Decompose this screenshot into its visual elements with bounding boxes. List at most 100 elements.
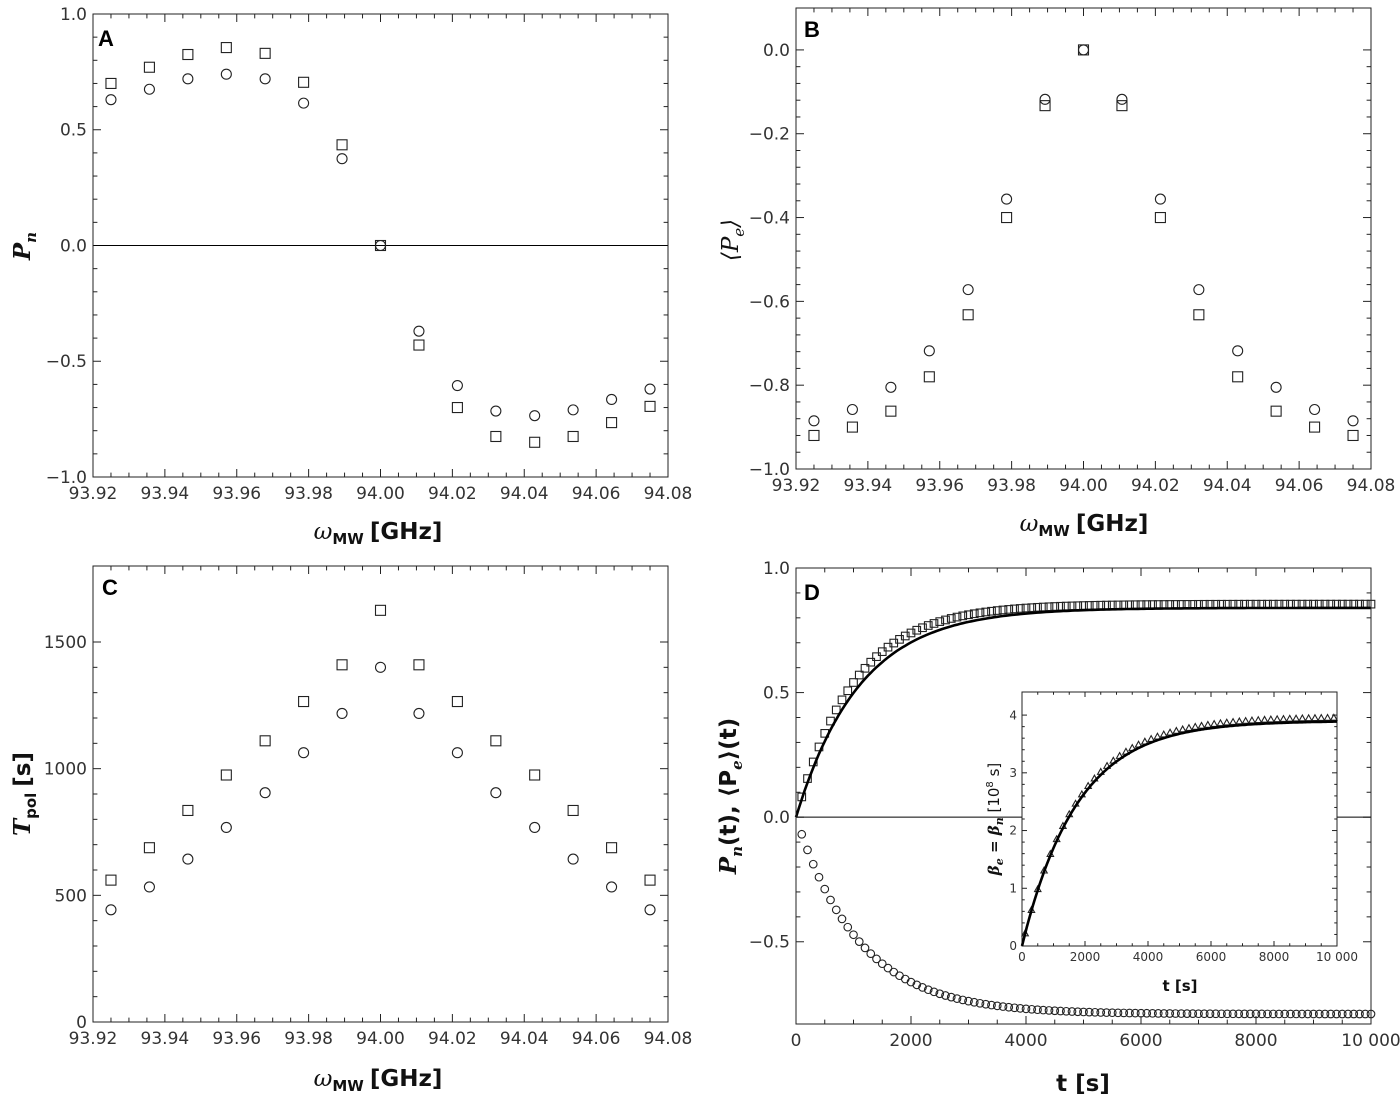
square-point xyxy=(1061,601,1071,611)
square-point xyxy=(451,695,463,708)
circle-point xyxy=(1211,1009,1221,1019)
square-point xyxy=(860,663,870,673)
square-point xyxy=(854,670,864,680)
x-tick-label: 94.02 xyxy=(1131,476,1180,496)
y-tick-label: −1.0 xyxy=(749,460,790,480)
square-point xyxy=(1154,211,1166,224)
panel-b-ylabel: ⟨Pe⟩ xyxy=(718,219,748,261)
circle-point xyxy=(1182,1009,1192,1018)
circle-point xyxy=(490,405,502,417)
square-point xyxy=(143,842,155,854)
square-point xyxy=(374,604,387,616)
circle-point xyxy=(987,1000,996,1010)
square-point xyxy=(1079,601,1088,610)
x-tick-label: 94.00 xyxy=(356,484,405,504)
y-tick-label: 3 xyxy=(1009,766,1017,780)
circle-point xyxy=(374,239,387,252)
x-tick-label: 93.94 xyxy=(844,476,893,496)
circle-point xyxy=(336,707,348,719)
circle-point xyxy=(1119,1008,1129,1018)
x-tick-label: 2000 xyxy=(1070,950,1101,964)
y-tick-label: 0 xyxy=(76,1013,87,1033)
circle-point xyxy=(826,895,835,905)
square-point xyxy=(336,139,348,151)
square-point xyxy=(1232,371,1244,383)
square-point xyxy=(1309,421,1321,433)
x-tick-label: 93.92 xyxy=(772,476,821,496)
circle-point xyxy=(1193,284,1205,296)
circle-point xyxy=(1337,1009,1347,1019)
circle-point xyxy=(1355,1009,1364,1019)
circle-point xyxy=(923,985,933,995)
square-point xyxy=(918,623,927,633)
triangle-point xyxy=(1323,713,1332,721)
circle-point xyxy=(952,994,962,1003)
circle-point xyxy=(803,845,812,855)
circle-point xyxy=(969,997,979,1007)
circle-point xyxy=(567,404,579,416)
circle-point xyxy=(529,821,541,833)
circle-point xyxy=(831,905,841,915)
square-point xyxy=(298,695,310,708)
square-point xyxy=(849,678,858,687)
y-tick-label: −1.0 xyxy=(46,468,87,488)
square-point xyxy=(529,436,541,448)
y-tick-label: −0.5 xyxy=(749,933,790,953)
circle-point xyxy=(1159,1009,1169,1018)
square-point xyxy=(900,631,910,641)
circle-point xyxy=(1303,1009,1313,1019)
circle-point xyxy=(1297,1009,1307,1019)
square-point xyxy=(1270,405,1282,417)
square-point xyxy=(1084,601,1094,610)
square-point xyxy=(336,659,348,671)
square-point xyxy=(843,686,853,696)
square-point xyxy=(644,874,656,886)
square-point xyxy=(923,371,935,383)
triangle-point xyxy=(1329,713,1338,721)
circle-point xyxy=(1228,1009,1238,1019)
square-point xyxy=(413,339,425,351)
triangle-point xyxy=(1247,716,1257,724)
triangle-point xyxy=(1273,714,1282,723)
panel-a-ylabel: Pn xyxy=(9,232,40,261)
x-tick-label: 4000 xyxy=(1133,950,1164,964)
square-point xyxy=(143,61,155,73)
circle-point xyxy=(298,747,310,759)
circle-point xyxy=(259,787,271,799)
triangle-point xyxy=(1203,720,1212,728)
circle-point xyxy=(1257,1009,1267,1019)
y-tick-label: 0.5 xyxy=(763,684,790,704)
circle-point xyxy=(143,881,155,893)
circle-point xyxy=(1033,1005,1042,1015)
triangle-point xyxy=(1254,715,1263,724)
panel-a-marks: 93.92 93.94 93.96 93.98 94.00 94.02 94.04 94.06… xyxy=(46,5,693,504)
inset-fit-curve xyxy=(1020,720,1337,947)
square-point xyxy=(259,735,271,747)
fit-curve xyxy=(794,606,1371,818)
square-point xyxy=(952,612,962,622)
circle-point xyxy=(846,403,858,416)
panel-c-frame xyxy=(92,565,669,1023)
square-point xyxy=(220,769,232,781)
circle-point xyxy=(929,987,939,997)
x-tick-label: 93.98 xyxy=(284,484,333,504)
circle-point xyxy=(220,68,232,80)
circle-point xyxy=(105,904,117,916)
circle-point xyxy=(808,415,820,427)
circle-point xyxy=(1194,1009,1203,1019)
square-point xyxy=(846,421,858,433)
panel-d-inset: βe = βn [108 s] t [s] 0 2000 4000 6000 8000 1… xyxy=(985,691,1358,995)
square-point xyxy=(1033,602,1042,612)
circle-point xyxy=(1142,1008,1152,1018)
x-tick-label: 2000 xyxy=(889,1031,932,1051)
x-tick-label: 94.00 xyxy=(356,1029,405,1049)
square-point xyxy=(964,610,973,620)
circle-point xyxy=(1050,1006,1060,1016)
x-tick-label: 94.06 xyxy=(572,1029,621,1049)
square-point xyxy=(182,804,194,817)
triangle-point xyxy=(1235,716,1244,725)
panel-c-ylabel: Tpol[s] xyxy=(9,752,40,836)
square-point xyxy=(1038,602,1048,612)
circle-point xyxy=(962,284,974,296)
circle-point xyxy=(529,410,541,422)
